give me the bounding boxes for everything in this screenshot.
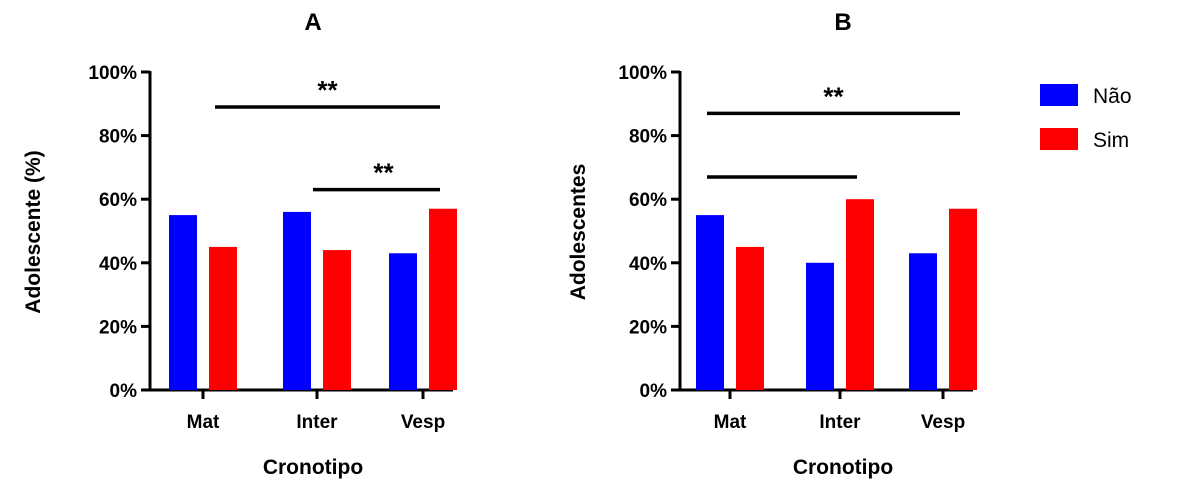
bar-nao-mat xyxy=(696,215,724,390)
y-tick-label: 0% xyxy=(640,381,668,402)
legend-swatch xyxy=(1040,84,1078,106)
x-tick-label: Inter xyxy=(296,412,338,433)
y-tick-label: 60% xyxy=(99,190,137,211)
bar-sim-mat xyxy=(736,246,764,390)
x-tick-label: Inter xyxy=(819,412,861,433)
legend-label: Não xyxy=(1093,85,1132,108)
bar-nao-inter xyxy=(283,211,311,390)
bar-sim-vesp xyxy=(949,208,977,390)
x-axis-title: Cronotipo xyxy=(263,456,363,479)
significance-label: ** xyxy=(823,81,844,111)
x-axis-title: Cronotipo xyxy=(793,456,893,479)
significance-label: ** xyxy=(373,158,394,188)
y-tick-label: 100% xyxy=(618,63,667,84)
legend-swatch xyxy=(1040,128,1078,150)
x-tick-label: Mat xyxy=(187,412,220,433)
panel-a: A 0% 20% 40% 60% 80% 100% Mat Inter Vesp ** ** Crono… xyxy=(22,9,457,479)
x-tick-label: Mat xyxy=(714,412,747,433)
bar-sim-inter xyxy=(323,250,351,390)
legend-label: Sim xyxy=(1093,129,1129,152)
x-tick-label: Vesp xyxy=(921,412,965,433)
y-tick-label: 100% xyxy=(88,63,137,84)
bar-nao-inter xyxy=(806,262,834,390)
panel-b: B 0% 20% 40% 60% 80% 100% Mat Inter Vesp ** Cronoti… xyxy=(567,9,977,479)
y-tick-label: 80% xyxy=(629,127,667,148)
panel-title: A xyxy=(304,9,321,36)
bar-sim-inter xyxy=(846,199,874,390)
y-tick-label: 40% xyxy=(629,254,667,275)
y-tick-label: 20% xyxy=(99,317,137,338)
bar-nao-vesp xyxy=(909,253,937,390)
y-axis-title: Adolescente (%) xyxy=(22,150,45,313)
bar-sim-mat xyxy=(209,246,237,390)
bar-nao-mat xyxy=(169,215,197,390)
legend: Não Sim xyxy=(1040,84,1132,152)
x-tick-label: Vesp xyxy=(401,412,445,433)
y-tick-label: 60% xyxy=(629,190,667,211)
bar-sim-vesp xyxy=(429,208,457,390)
y-tick-label: 0% xyxy=(110,381,138,402)
bar-nao-vesp xyxy=(389,253,417,390)
y-tick-label: 80% xyxy=(99,127,137,148)
significance-label: ** xyxy=(317,75,338,105)
y-axis-title: Adolescentes xyxy=(567,164,590,301)
y-tick-label: 40% xyxy=(99,254,137,275)
y-tick-label: 20% xyxy=(629,317,667,338)
panel-title: B xyxy=(834,9,851,36)
